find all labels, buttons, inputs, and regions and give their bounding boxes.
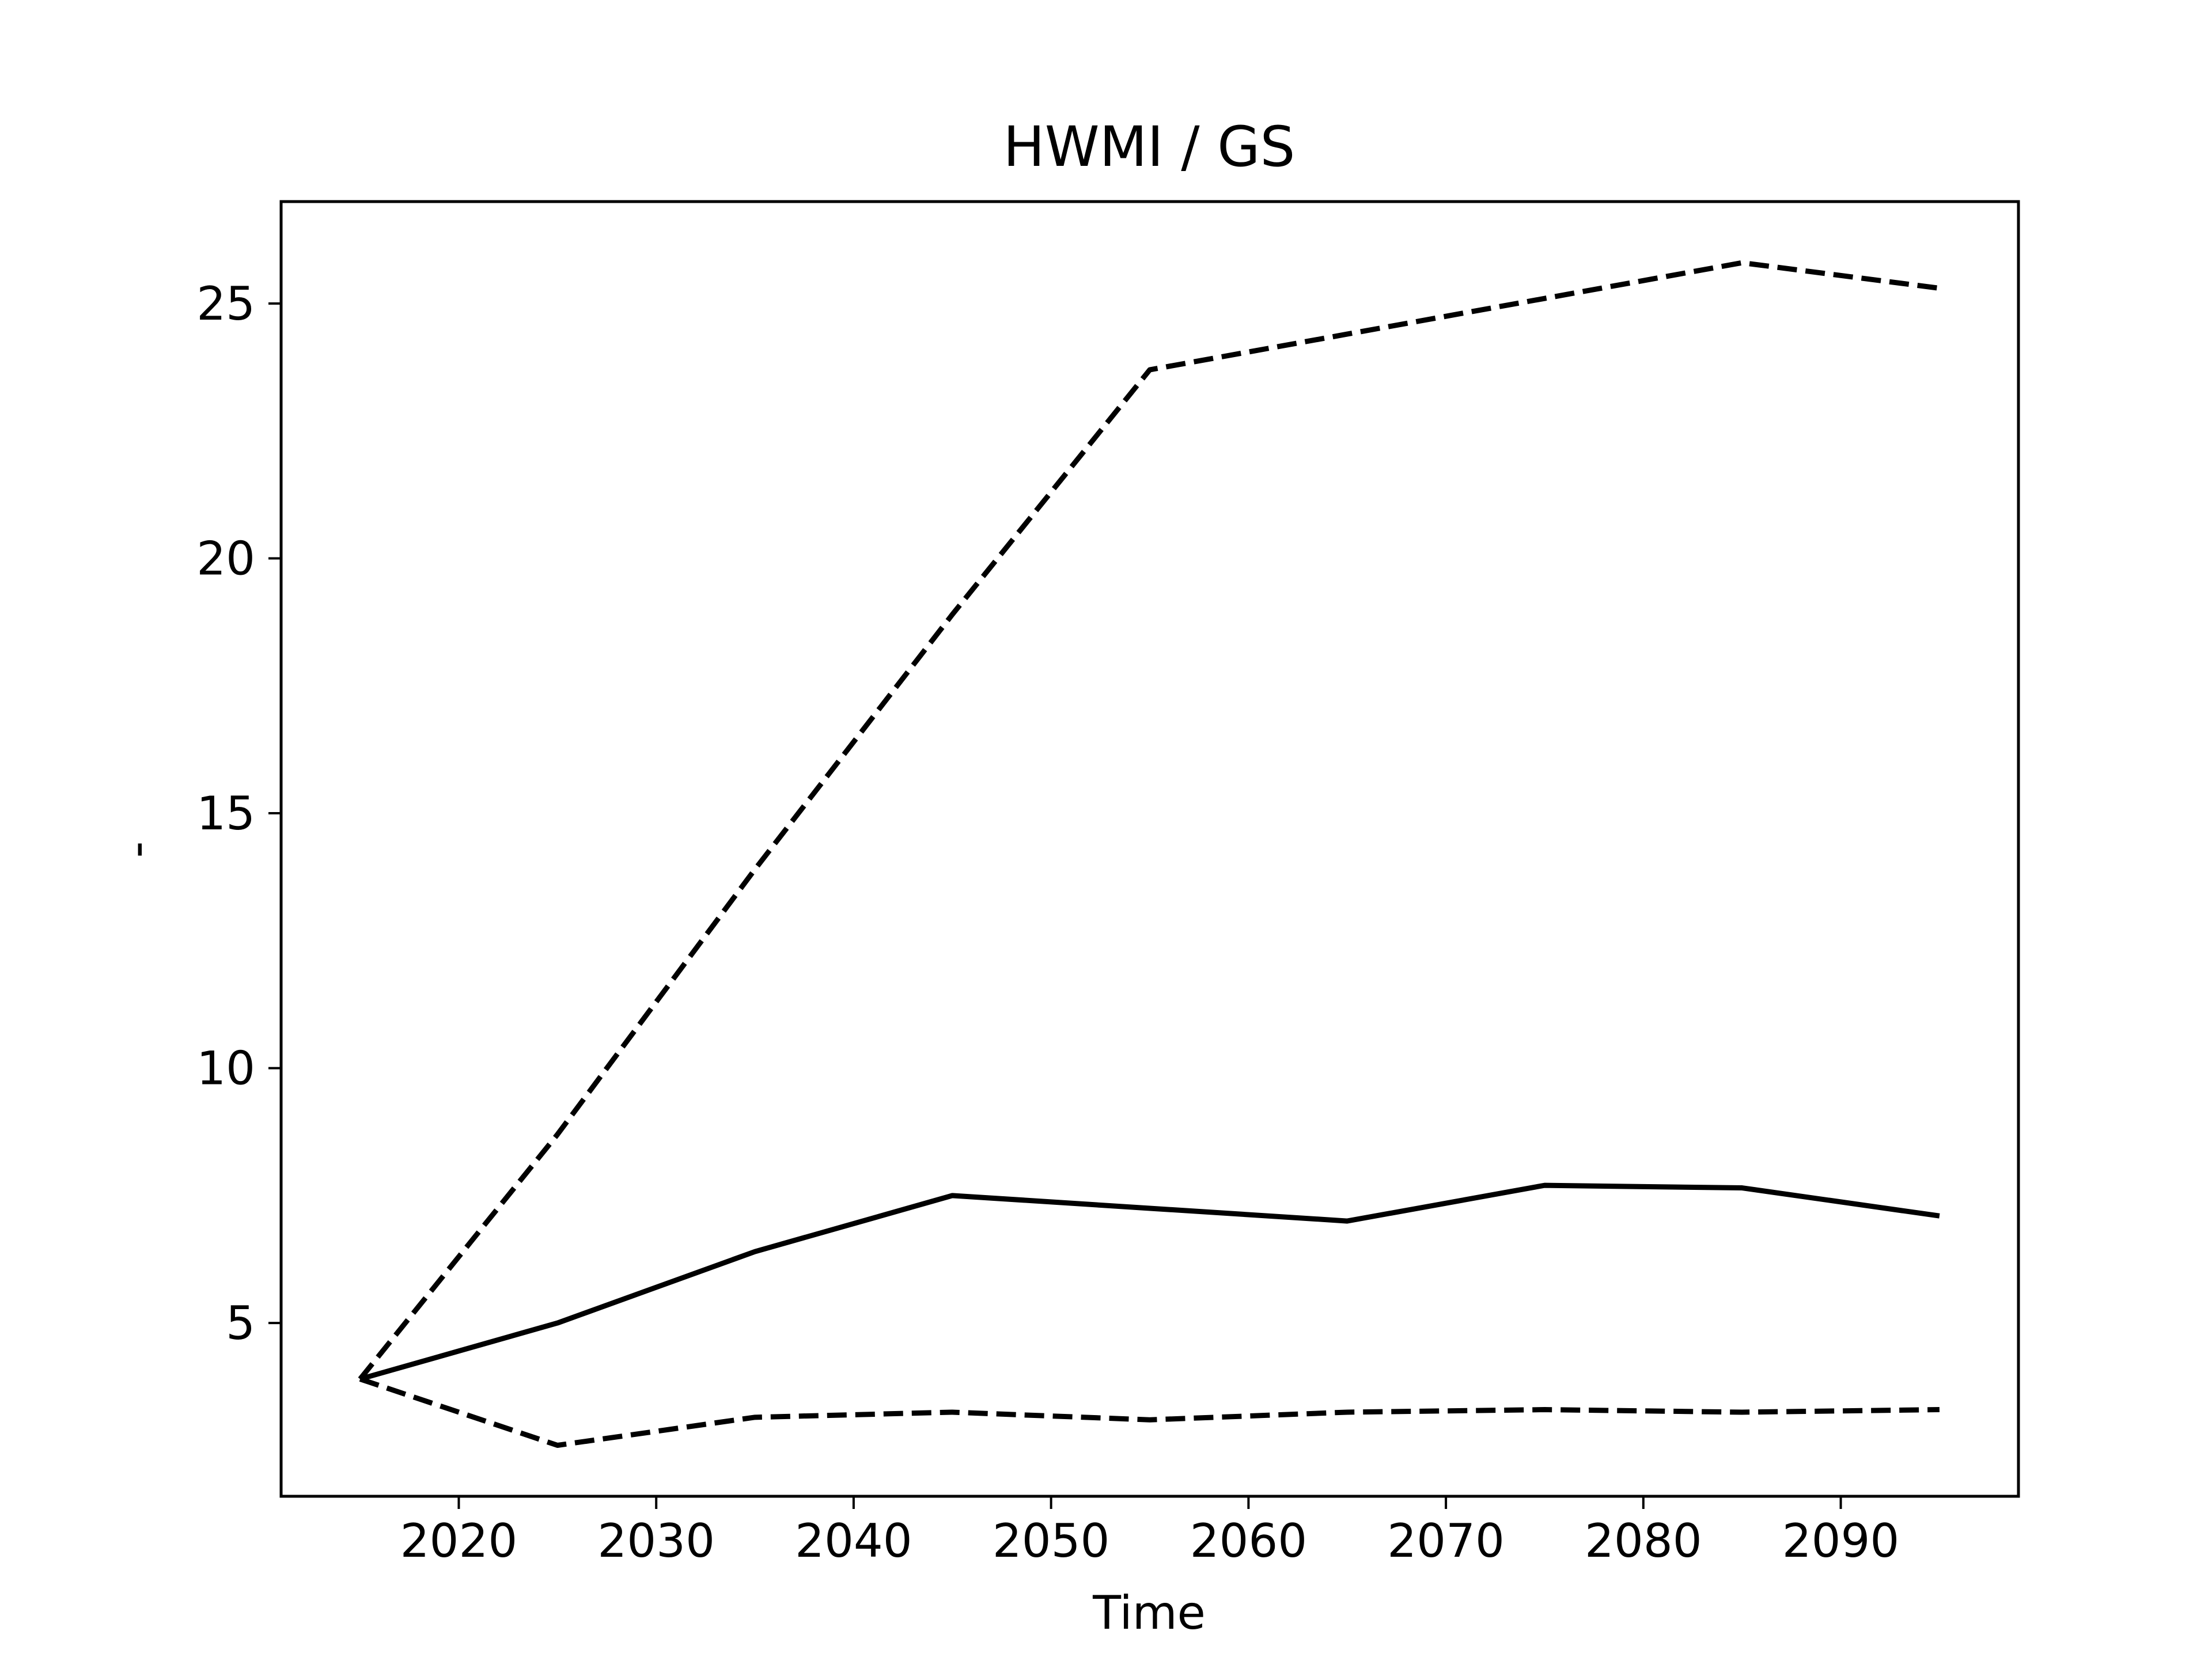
x-tick-label: 2080 — [1585, 1514, 1702, 1568]
y-axis-ticks: 5 10 15 20 25 — [196, 277, 281, 1350]
chart-title: HWMI / GS — [1003, 115, 1296, 179]
x-tick-label: 2030 — [597, 1514, 715, 1568]
y-axis-label: - — [110, 841, 164, 858]
plot-frame — [279, 200, 2020, 1498]
x-tick-label: 2070 — [1387, 1514, 1505, 1568]
y-tick-label: 5 — [226, 1296, 255, 1350]
x-tick-label: 2090 — [1782, 1514, 1900, 1568]
series-layer — [358, 260, 1940, 1448]
y-tick-label: 25 — [196, 277, 255, 331]
series-line-2-solid — [359, 1182, 1940, 1382]
series-line-3-dashed — [359, 1376, 1940, 1448]
y-tick-label: 15 — [196, 787, 255, 840]
x-axis-ticks: 2020 2030 2040 2050 2060 2070 2080 2090 — [400, 1496, 1900, 1568]
x-tick-label: 2040 — [795, 1514, 912, 1568]
y-tick-label: 20 — [196, 532, 255, 586]
x-tick-label: 2060 — [1190, 1514, 1308, 1568]
x-tick-label: 2020 — [400, 1514, 518, 1568]
series-line-1-dashed — [358, 260, 1940, 1381]
x-axis-label: Time — [1092, 1586, 1206, 1640]
y-tick-label: 10 — [196, 1042, 255, 1095]
x-tick-label: 2050 — [993, 1514, 1110, 1568]
